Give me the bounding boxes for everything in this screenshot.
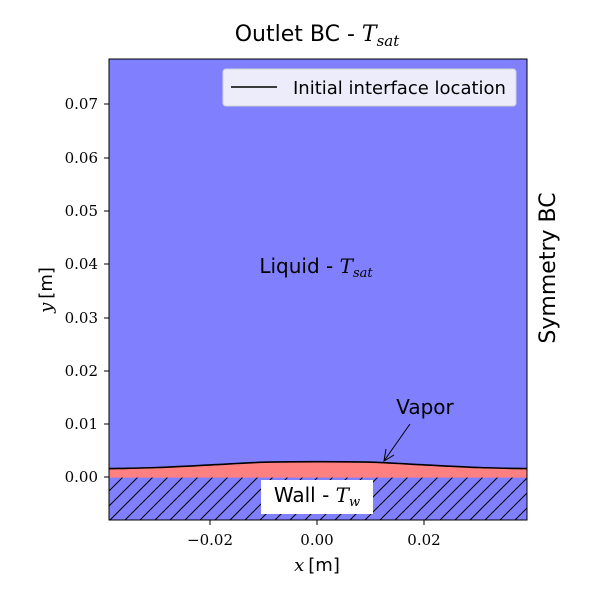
x-tick-label: 0.02 (407, 531, 440, 549)
vapor-label: Vapor (396, 395, 454, 419)
legend: Initial interface location (222, 68, 517, 107)
x-tick-label: 0.00 (300, 531, 333, 549)
chart-title: Outlet BC - Tsat (235, 22, 400, 50)
y-ticks (104, 103, 109, 478)
axes-frame (108, 58, 528, 521)
y-tick-label: 0.04 (65, 255, 98, 273)
y-tick-label: 0.03 (65, 309, 98, 327)
y-tick-label: 0.05 (65, 202, 98, 220)
x-tick-label: −0.02 (187, 531, 233, 549)
legend-entry: Initial interface location (293, 78, 506, 99)
y-tick-label: 0.07 (65, 95, 98, 113)
y-tick-label: 0.01 (65, 415, 98, 433)
y-axis-label: y[m] (36, 267, 57, 314)
y-tick-label: 0.00 (65, 468, 98, 486)
vapor-region (109, 461, 527, 478)
symmetry-bc-label: Symmetry BC (536, 192, 561, 343)
vapor-arrowhead (383, 448, 395, 462)
legend-box (222, 68, 517, 107)
wall-label-box (261, 480, 373, 514)
liquid-label: Liquid - Tsat (259, 254, 373, 281)
x-axis-label: x [m] (294, 555, 340, 576)
interface-line (109, 460, 527, 470)
wall-label: Wall - Tw (274, 483, 360, 510)
x-ticks (209, 520, 425, 525)
y-tick-label: 0.02 (65, 362, 98, 380)
y-tick-label: 0.06 (65, 149, 98, 167)
vapor-arrow (383, 423, 411, 462)
liquid-region (109, 59, 527, 520)
